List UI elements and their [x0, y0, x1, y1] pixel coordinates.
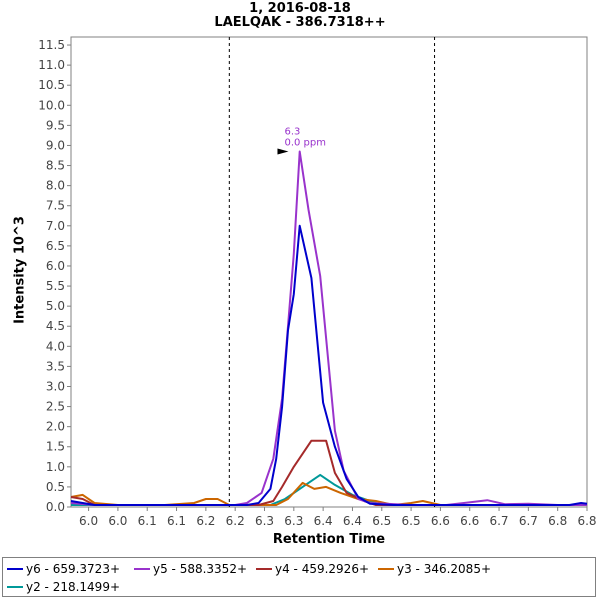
- y-tick-label: 10.5: [38, 78, 65, 92]
- series-line-y6: [70, 224, 588, 506]
- x-tick-label: 6.6: [460, 514, 479, 528]
- x-tick-label: 6.7: [519, 514, 538, 528]
- x-tick-label: 6.0: [79, 514, 98, 528]
- peak-marker-icon: [277, 148, 289, 155]
- legend-swatch-y2: [7, 586, 23, 588]
- legend-label-y6: y6 - 659.3723+: [26, 562, 121, 576]
- chart-title: 1, 2016-08-18: [249, 1, 351, 16]
- x-tick-label: 6.6: [431, 514, 450, 528]
- y-tick-label: 7.0: [46, 219, 65, 233]
- x-tick-label: 6.2: [226, 514, 245, 528]
- legend-swatch-y3: [378, 568, 394, 570]
- series-line-y5: [70, 150, 587, 506]
- x-tick-label: 6.3: [255, 514, 274, 528]
- integration-boundaries: [228, 37, 436, 507]
- legend-label-y5: y5 - 588.3352+: [153, 562, 248, 576]
- y-tick-label: 9.5: [46, 118, 65, 132]
- y-tick-label: 7.5: [46, 199, 65, 213]
- x-tick-label: 6.4: [343, 514, 362, 528]
- x-tick-label: 6.1: [138, 514, 157, 528]
- y-axis: 0.0 0.5 1.0 1.5 2.0 2.5 3.0 3.5 4.0 4.5 5.0 5.5 6.0 6…: [38, 38, 71, 514]
- y-tick-label: 11.5: [38, 38, 65, 52]
- y-tick-label: 2.0: [46, 420, 65, 434]
- y-tick-label: 4.0: [46, 339, 65, 353]
- y-tick-label: 11.0: [38, 58, 65, 72]
- legend-item-y4: y4 - 459.2926+: [256, 562, 369, 576]
- x-tick-label: 6.3: [284, 514, 303, 528]
- y-tick-label: 3.0: [46, 379, 65, 393]
- y-tick-label: 0.5: [46, 480, 65, 494]
- y-tick-label: 5.0: [46, 299, 65, 313]
- y-tick-label: 0.0: [46, 500, 65, 514]
- legend-item-y3: y3 - 346.2085+: [378, 562, 491, 576]
- x-axis: 6.0 6.0 6.1 6.1 6.2 6.2 6.3 6.3 6.4 6.4 6.5 6.5 6.6 6…: [79, 507, 597, 528]
- y-tick-label: 6.5: [46, 239, 65, 253]
- y-tick-label: 8.5: [46, 159, 65, 173]
- legend-item-y2: y2 - 218.1499+: [7, 580, 120, 594]
- x-axis-label: Retention Time: [272, 532, 386, 547]
- peak-annotation: 6.30.0 ppm: [277, 126, 326, 155]
- x-tick-label: 6.5: [372, 514, 391, 528]
- y-tick-label: 2.5: [46, 400, 65, 414]
- y-tick-label: 6.0: [46, 259, 65, 273]
- chart-plot: 0.00.51.01.52.02.53.03.54.04.55.05.56.06…: [38, 36, 597, 528]
- legend-label-y4: y4 - 459.2926+: [275, 562, 370, 576]
- y-tick-label: 1.0: [46, 460, 65, 474]
- legend: y6 - 659.3723+ y5 - 588.3352+ y4 - 459.2…: [2, 557, 596, 597]
- y-tick-label: 4.5: [46, 319, 65, 333]
- legend-swatch-y5: [134, 568, 150, 570]
- x-tick-label: 6.8: [577, 514, 596, 528]
- peak-rt-label: 6.3: [284, 126, 300, 137]
- y-tick-label: 5.5: [46, 279, 65, 293]
- legend-item-y5: y5 - 588.3352+: [134, 562, 247, 576]
- x-tick-label: 6.7: [489, 514, 508, 528]
- x-tick-label: 6.1: [167, 514, 186, 528]
- y-tick-label: 8.0: [46, 179, 65, 193]
- legend-swatch-y4: [256, 568, 272, 570]
- chart-subtitle: LAELQAK - 386.7318++: [214, 15, 386, 30]
- legend-swatch-y6: [7, 568, 23, 570]
- x-tick-label: 6.2: [196, 514, 215, 528]
- legend-label-y3: y3 - 346.2085+: [397, 562, 492, 576]
- x-tick-label: 6.5: [402, 514, 421, 528]
- x-tick-label: 6.0: [108, 514, 127, 528]
- plot-area: [70, 36, 588, 508]
- y-tick-label: 3.5: [46, 359, 65, 373]
- peak-ppm-label: 0.0 ppm: [284, 137, 326, 148]
- y-tick-label: 9.0: [46, 138, 65, 152]
- x-tick-label: 6.4: [314, 514, 333, 528]
- series-layer: [70, 150, 588, 506]
- y-tick-label: 1.5: [46, 440, 65, 454]
- y-tick-label: 10.0: [38, 98, 65, 112]
- legend-label-y2: y2 - 218.1499+: [26, 580, 121, 594]
- x-tick-label: 6.8: [548, 514, 567, 528]
- legend-item-y6: y6 - 659.3723+: [7, 562, 120, 576]
